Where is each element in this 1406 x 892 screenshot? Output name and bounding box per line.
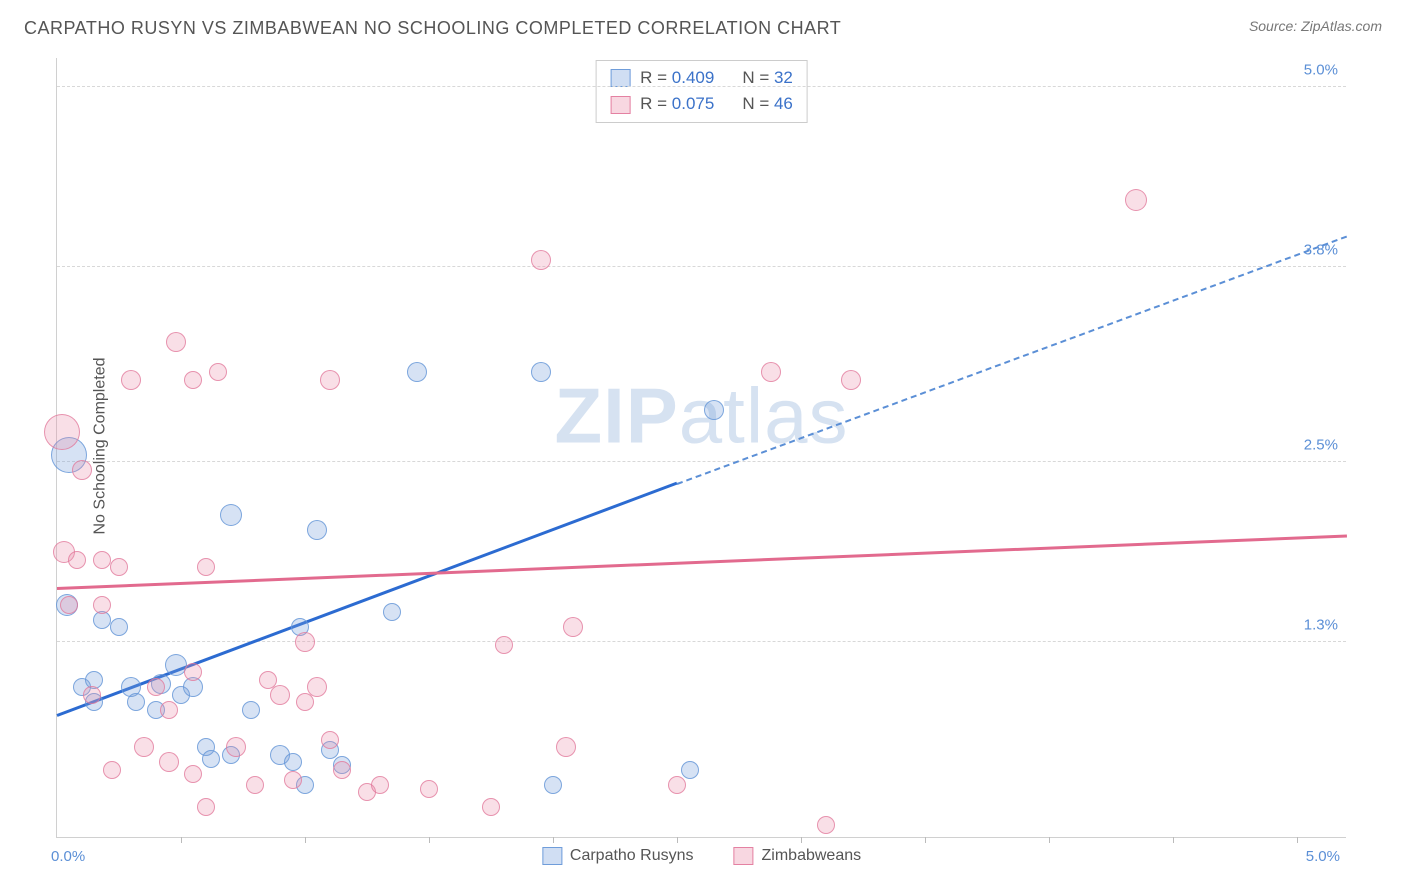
legend-label: Carpatho Rusyns bbox=[570, 847, 694, 865]
trend-line bbox=[57, 534, 1347, 589]
data-point bbox=[817, 816, 835, 834]
data-point bbox=[93, 596, 111, 614]
data-point bbox=[270, 685, 290, 705]
data-point bbox=[121, 370, 141, 390]
legend-row: R = 0.075N = 46 bbox=[610, 91, 793, 117]
data-point bbox=[383, 603, 401, 621]
data-point bbox=[531, 250, 551, 270]
data-point bbox=[544, 776, 562, 794]
data-point bbox=[159, 752, 179, 772]
data-point bbox=[407, 362, 427, 382]
chart-title: CARPATHO RUSYN VS ZIMBABWEAN NO SCHOOLIN… bbox=[24, 18, 841, 39]
series-legend: Carpatho Rusyns Zimbabweans bbox=[542, 847, 861, 865]
trend-line bbox=[677, 235, 1347, 484]
data-point bbox=[761, 362, 781, 382]
y-tick-label: 2.5% bbox=[1304, 437, 1338, 454]
x-tick-label: 0.0% bbox=[51, 848, 85, 865]
data-point bbox=[110, 558, 128, 576]
legend-swatch bbox=[542, 847, 562, 865]
data-point bbox=[704, 400, 724, 420]
data-point bbox=[307, 677, 327, 697]
data-point bbox=[482, 798, 500, 816]
x-tick bbox=[305, 837, 306, 843]
data-point bbox=[72, 460, 92, 480]
data-point bbox=[60, 596, 78, 614]
data-point bbox=[420, 780, 438, 798]
data-point bbox=[321, 731, 339, 749]
source-attribution: Source: ZipAtlas.com bbox=[1249, 18, 1382, 34]
data-point bbox=[556, 737, 576, 757]
data-point bbox=[197, 558, 215, 576]
data-point bbox=[127, 693, 145, 711]
data-point bbox=[1125, 189, 1147, 211]
x-tick bbox=[429, 837, 430, 843]
gridline bbox=[57, 266, 1346, 267]
x-tick bbox=[553, 837, 554, 843]
legend-item: Carpatho Rusyns bbox=[542, 847, 694, 865]
data-point bbox=[93, 551, 111, 569]
x-tick bbox=[677, 837, 678, 843]
legend-swatch bbox=[734, 847, 754, 865]
scatter-plot: ZIPatlas R = 0.409N = 32R = 0.075N = 46 … bbox=[56, 58, 1346, 838]
data-point bbox=[333, 761, 351, 779]
data-point bbox=[295, 632, 315, 652]
data-point bbox=[184, 765, 202, 783]
data-point bbox=[103, 761, 121, 779]
legend-swatch bbox=[610, 96, 630, 114]
data-point bbox=[184, 371, 202, 389]
data-point bbox=[320, 370, 340, 390]
correlation-legend: R = 0.409N = 32R = 0.075N = 46 bbox=[595, 60, 808, 123]
x-tick bbox=[1297, 837, 1298, 843]
data-point bbox=[371, 776, 389, 794]
data-point bbox=[246, 776, 264, 794]
data-point bbox=[110, 618, 128, 636]
data-point bbox=[531, 362, 551, 382]
gridline bbox=[57, 86, 1346, 87]
x-tick-label: 5.0% bbox=[1306, 848, 1340, 865]
x-tick bbox=[1173, 837, 1174, 843]
x-tick bbox=[1049, 837, 1050, 843]
data-point bbox=[668, 776, 686, 794]
data-point bbox=[841, 370, 861, 390]
legend-item: Zimbabweans bbox=[734, 847, 862, 865]
data-point bbox=[197, 798, 215, 816]
data-point bbox=[220, 504, 242, 526]
legend-swatch bbox=[610, 69, 630, 87]
data-point bbox=[495, 636, 513, 654]
data-point bbox=[226, 737, 246, 757]
data-point bbox=[242, 701, 260, 719]
data-point bbox=[83, 686, 101, 704]
data-point bbox=[147, 678, 165, 696]
x-tick bbox=[925, 837, 926, 843]
legend-row: R = 0.409N = 32 bbox=[610, 65, 793, 91]
data-point bbox=[284, 771, 302, 789]
data-point bbox=[209, 363, 227, 381]
y-tick-label: 5.0% bbox=[1304, 62, 1338, 79]
data-point bbox=[296, 693, 314, 711]
data-point bbox=[184, 663, 202, 681]
x-tick bbox=[181, 837, 182, 843]
data-point bbox=[681, 761, 699, 779]
x-tick bbox=[801, 837, 802, 843]
data-point bbox=[284, 753, 302, 771]
y-tick-label: 1.3% bbox=[1304, 617, 1338, 634]
data-point bbox=[166, 332, 186, 352]
data-point bbox=[160, 701, 178, 719]
watermark: ZIPatlas bbox=[554, 371, 848, 462]
data-point bbox=[68, 551, 86, 569]
data-point bbox=[44, 414, 80, 450]
data-point bbox=[134, 737, 154, 757]
legend-label: Zimbabweans bbox=[762, 847, 862, 865]
gridline bbox=[57, 461, 1346, 462]
data-point bbox=[307, 520, 327, 540]
data-point bbox=[563, 617, 583, 637]
data-point bbox=[202, 750, 220, 768]
